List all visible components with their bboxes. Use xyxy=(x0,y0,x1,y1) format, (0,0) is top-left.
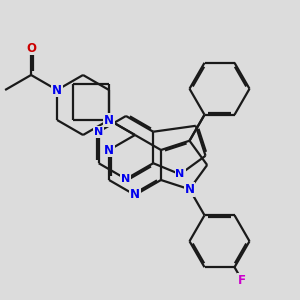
Text: N: N xyxy=(94,127,103,137)
Text: N: N xyxy=(104,113,114,127)
Text: N: N xyxy=(104,143,114,157)
Text: N: N xyxy=(176,169,185,179)
Text: N: N xyxy=(130,188,140,202)
Text: F: F xyxy=(238,274,246,287)
Text: N: N xyxy=(52,83,62,97)
Text: N: N xyxy=(184,183,194,196)
Text: N: N xyxy=(121,174,130,184)
Text: O: O xyxy=(26,41,36,55)
